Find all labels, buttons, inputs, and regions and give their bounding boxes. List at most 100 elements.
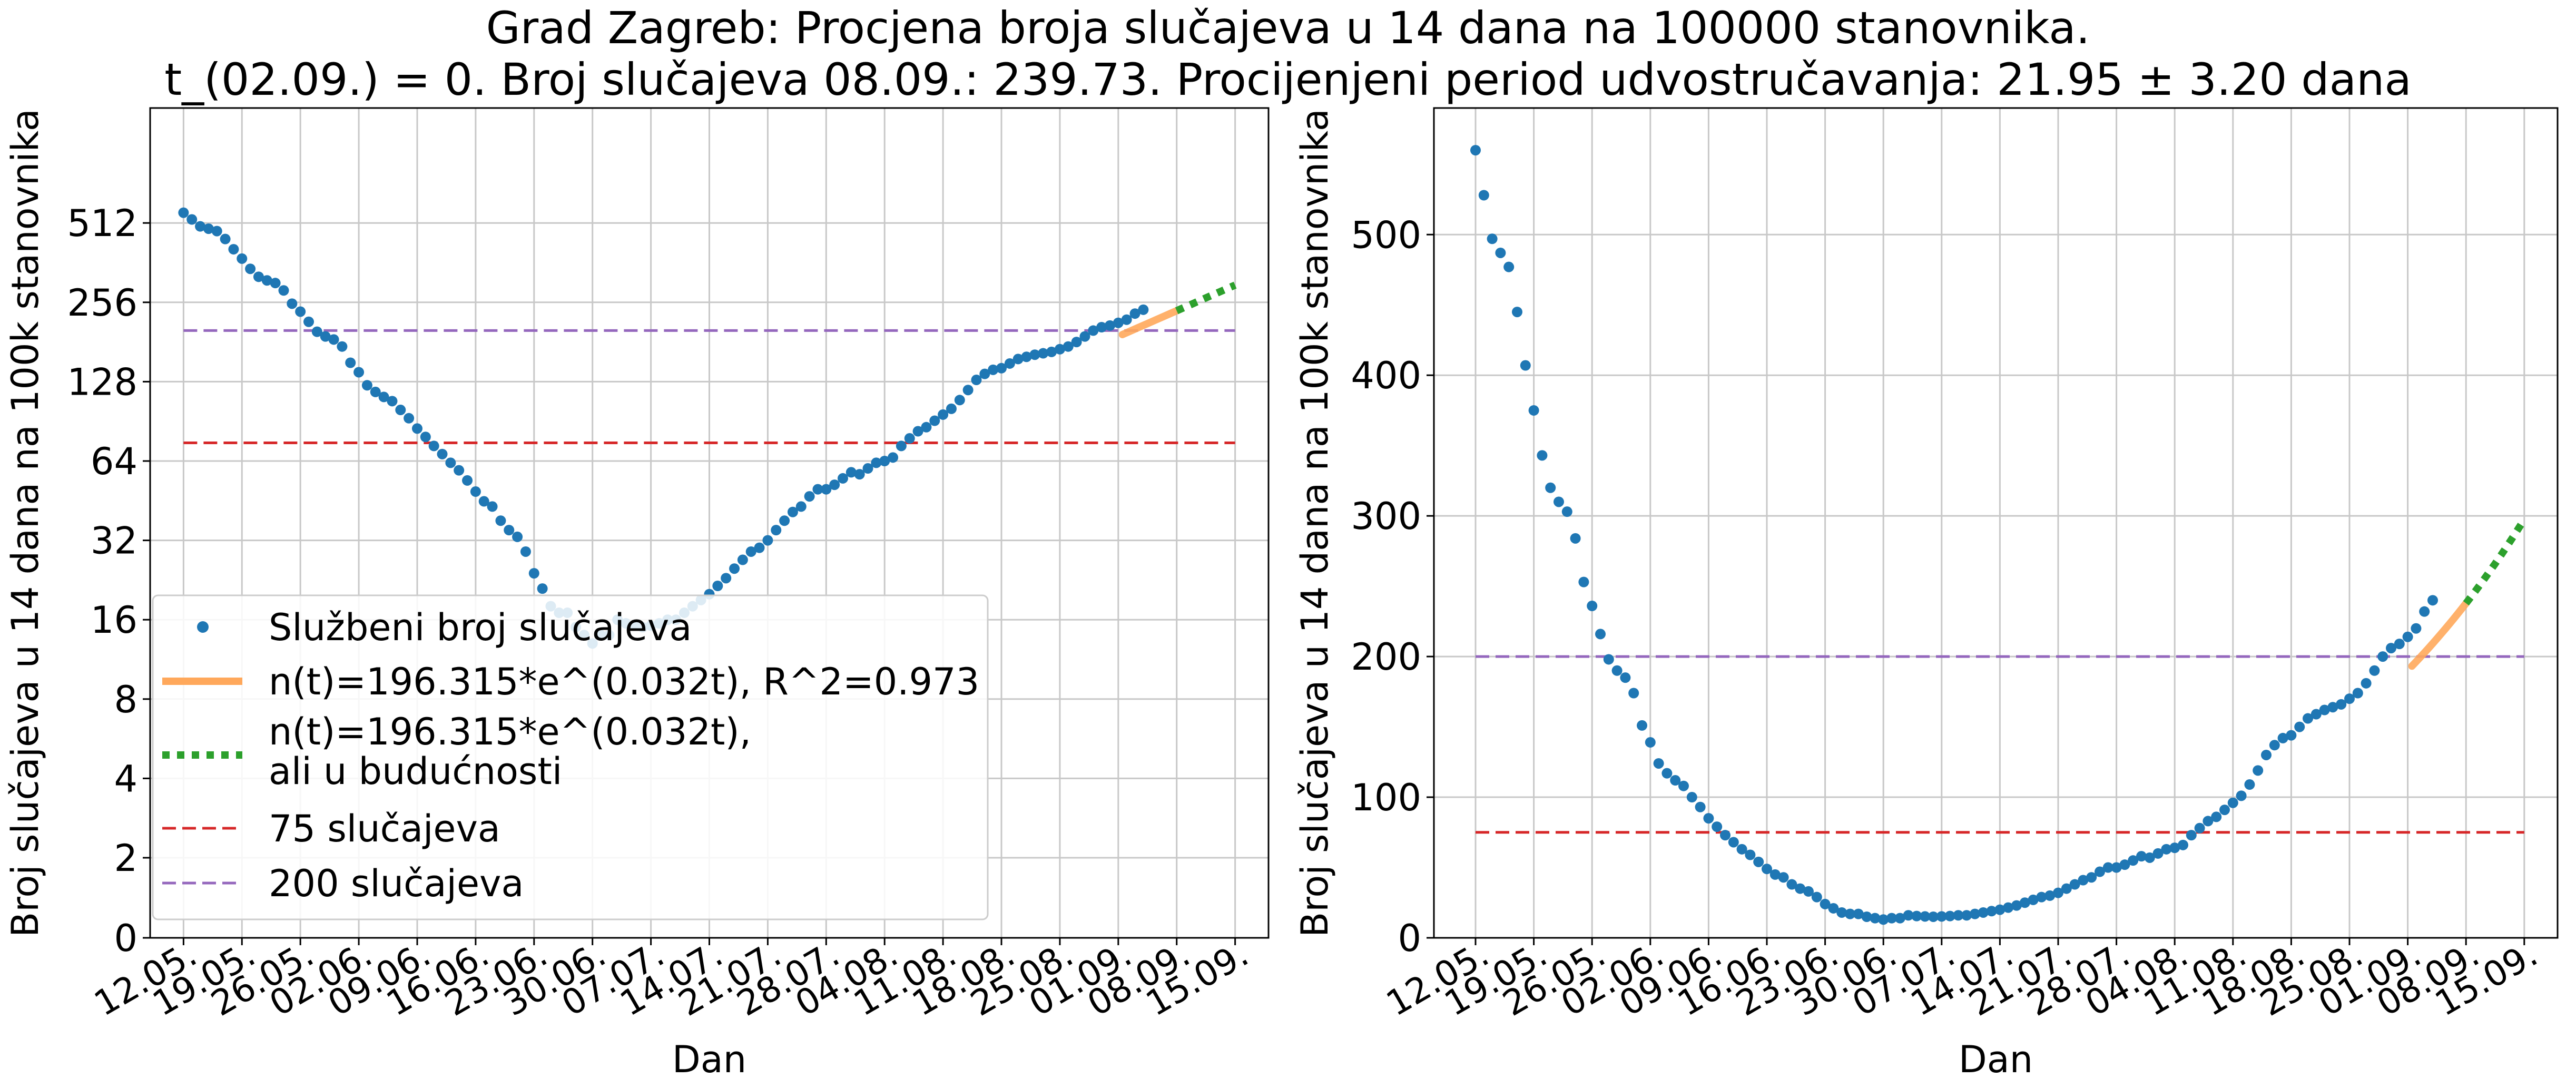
right-data-point-37	[1778, 872, 1789, 883]
right-data-point-20	[1637, 720, 1647, 731]
right-data-point-64	[2003, 902, 2014, 913]
right-y-tick-label-3: 300	[1351, 495, 1421, 538]
right-data-point-47	[1861, 911, 1872, 922]
right-data-point-81	[2144, 852, 2155, 863]
legend: Službeni broj slučajeva n(t)=196.315*e^(0…	[152, 594, 989, 920]
left-data-point-71	[771, 525, 782, 536]
right-data-point-31	[1728, 837, 1739, 848]
right-data-point-92	[2236, 790, 2247, 801]
right-data-point-71	[2061, 883, 2072, 894]
right-data-point-87	[2194, 822, 2205, 834]
right-data-point-34	[1753, 856, 1764, 867]
right-data-point-11	[1561, 506, 1572, 517]
right-data-point-112	[2402, 631, 2413, 642]
left-data-point-33	[454, 465, 465, 476]
left-data-point-5	[220, 233, 231, 244]
left-data-point-113	[1121, 314, 1132, 325]
right-data-point-15	[1595, 629, 1606, 640]
right-data-point-12	[1570, 533, 1581, 544]
left-data-point-68	[745, 546, 756, 557]
left-data-point-31	[437, 448, 448, 459]
left-data-point-95	[971, 375, 982, 386]
right-data-point-36	[1769, 869, 1781, 880]
right-data-point-102	[2319, 704, 2330, 715]
left-data-point-26	[395, 405, 406, 416]
left-data-point-98	[996, 362, 1007, 374]
left-fit-curve	[1118, 307, 1181, 338]
right-data-point-74	[2086, 872, 2097, 883]
left-data-point-15	[303, 316, 314, 327]
right-data-point-82	[2152, 848, 2164, 859]
right-data-point-4	[1503, 261, 1515, 272]
right-data-point-6	[1520, 360, 1531, 371]
left-data-point-89	[921, 422, 932, 433]
left-data-point-88	[912, 426, 923, 437]
right-data-point-46	[1853, 908, 1864, 919]
right-data-point-22	[1653, 758, 1664, 769]
right-data-point-103	[2327, 702, 2338, 713]
right-data-point-7	[1528, 405, 1539, 416]
left-data-point-40	[512, 531, 523, 542]
right-data-point-48	[1870, 913, 1881, 924]
left-data-point-2	[195, 221, 206, 232]
right-data-point-28	[1703, 813, 1714, 824]
left-y-tick-label-7: 128	[67, 360, 137, 404]
right-data-point-33	[1745, 849, 1756, 860]
left-data-point-41	[520, 546, 531, 557]
left-y-tick-label-2: 4	[114, 757, 137, 800]
left-data-point-92	[946, 403, 957, 414]
left-x-axis-label: Dan	[672, 1038, 746, 1081]
left-data-point-17	[320, 331, 331, 342]
left-data-point-97	[988, 364, 999, 375]
left-data-point-29	[420, 432, 431, 443]
right-data-point-79	[2128, 855, 2139, 866]
legend-label-3: 75 slučajeva	[269, 807, 500, 850]
right-data-point-63	[1994, 904, 2005, 915]
left-y-axis-label: Broj slučajeva u 14 dana na 100k stanovn…	[4, 109, 47, 937]
left-data-point-38	[495, 515, 506, 526]
left-data-point-10	[261, 275, 272, 286]
right-data-point-56	[1936, 911, 1947, 922]
left-data-point-77	[821, 484, 832, 495]
left-data-point-19	[337, 341, 348, 352]
left-data-point-11	[270, 278, 281, 289]
left-data-point-9	[253, 271, 264, 282]
right-data-point-10	[1554, 496, 1564, 507]
left-data-point-115	[1138, 304, 1149, 315]
left-data-point-96	[979, 368, 990, 379]
left-data-point-83	[871, 457, 882, 468]
left-data-point-106	[1063, 341, 1074, 352]
left-chart-log-scale: 024816326412825651212.05.19.05.26.05.02.…	[4, 107, 1270, 1081]
right-data-point-113	[2411, 623, 2422, 634]
right-x-axis-label: Dan	[1959, 1038, 2033, 1081]
right-data-point-23	[1661, 768, 1673, 779]
right-chart-linear-scale: 010020030040050012.05.19.05.26.05.02.06.…	[1293, 107, 2559, 1081]
right-data-point-78	[2119, 859, 2130, 870]
right-data-point-39	[1795, 883, 1806, 894]
right-data-point-54	[1920, 911, 1931, 922]
right-data-point-67	[2028, 894, 2039, 905]
left-data-point-35	[470, 486, 481, 497]
right-data-point-53	[1911, 910, 1922, 922]
left-data-point-20	[345, 357, 356, 368]
right-data-point-75	[2095, 866, 2105, 877]
right-data-point-50	[1886, 913, 1897, 924]
left-data-point-85	[888, 452, 899, 463]
right-data-point-29	[1712, 821, 1723, 832]
left-data-point-103	[1038, 348, 1049, 359]
left-data-point-108	[1079, 331, 1090, 342]
right-data-point-40	[1803, 886, 1814, 897]
right-data-point-65	[2011, 900, 2022, 911]
left-data-point-110	[1096, 322, 1107, 333]
left-data-point-101	[1021, 351, 1032, 362]
left-data-point-27	[404, 413, 415, 424]
right-data-point-59	[1961, 910, 1972, 921]
right-data-point-60	[1970, 908, 1980, 919]
right-data-point-101	[2310, 709, 2322, 720]
left-y-tick-label-4: 16	[91, 599, 137, 642]
left-data-point-99	[1004, 358, 1015, 369]
right-y-tick-label-4: 400	[1351, 354, 1421, 397]
left-data-point-24	[378, 391, 389, 403]
right-data-point-93	[2244, 779, 2255, 790]
right-data-point-30	[1720, 830, 1731, 841]
